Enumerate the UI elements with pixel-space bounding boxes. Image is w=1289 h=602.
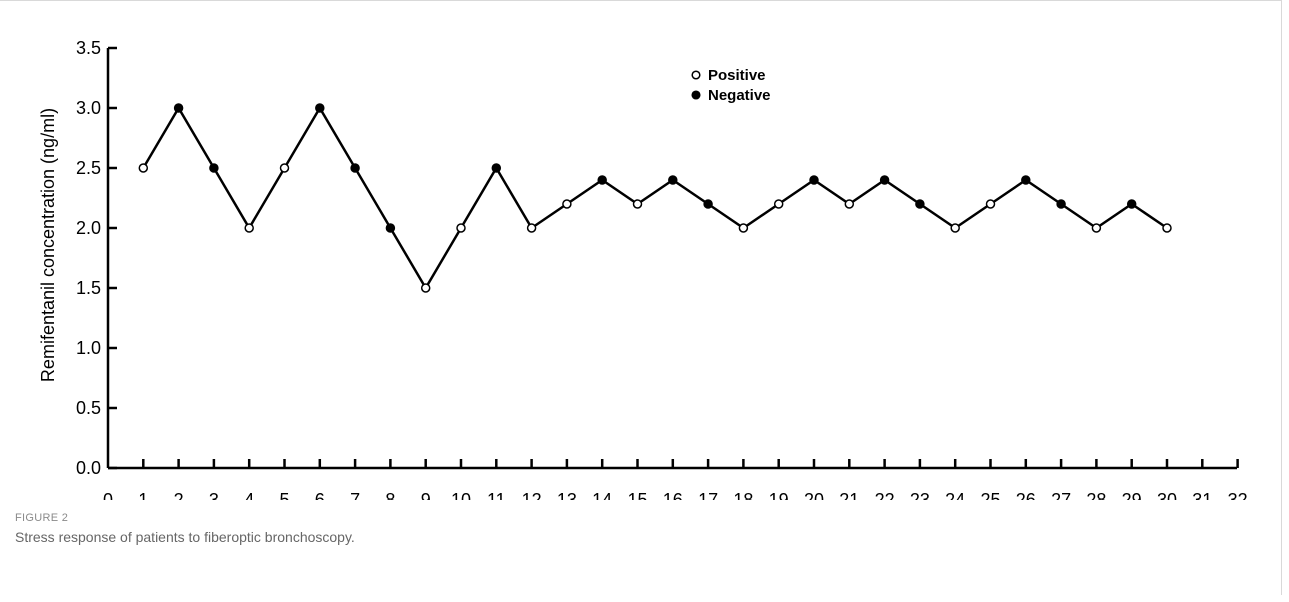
x-tick-label: 29: [1122, 490, 1142, 500]
x-tick-label: 13: [557, 490, 577, 500]
y-tick-label: 1.5: [76, 278, 101, 298]
legend-positive-label: Positive: [708, 67, 766, 84]
legend-negative-marker: [691, 90, 701, 100]
point-positive: [1162, 223, 1172, 233]
y-tick-label: 0.5: [76, 398, 101, 418]
x-tick-label: 32: [1228, 490, 1248, 500]
x-tick-label: 26: [1016, 490, 1036, 500]
legend-positive-marker: [691, 70, 701, 80]
point-positive: [456, 223, 466, 233]
point-negative: [668, 175, 678, 185]
point-positive: [562, 199, 572, 209]
legend-negative-label: Negative: [708, 87, 771, 104]
y-tick-label: 3.5: [76, 38, 101, 58]
x-tick-label: 16: [663, 490, 683, 500]
point-positive: [420, 283, 431, 293]
point-positive: [279, 163, 290, 173]
x-axis: 0 1 2 3 4 5 6 7 8 9 10 11 12 13 14 15 16 17 18 19 20 21 22 23 24…: [103, 459, 1248, 500]
point-positive: [526, 223, 537, 233]
x-tick-label: 14: [592, 490, 612, 500]
figure-caption: Stress response of patients to fiberopti…: [15, 529, 355, 545]
y-tick-label: 2.0: [76, 218, 101, 238]
point-negative: [491, 163, 502, 173]
point-negative: [703, 199, 713, 209]
x-tick-label: 17: [698, 490, 718, 500]
point-positive: [844, 199, 855, 209]
y-axis-title: Remifentanil concentration (ng/ml): [38, 108, 58, 382]
x-tick-label: 2: [174, 490, 184, 500]
x-tick-label: 19: [769, 490, 789, 500]
point-negative: [1126, 199, 1137, 209]
y-tick-label: 0.0: [76, 458, 101, 478]
y-tick-label: 2.5: [76, 158, 101, 178]
x-tick-label: 21: [839, 490, 859, 500]
point-positive: [985, 199, 996, 209]
x-tick-label: 12: [522, 490, 542, 500]
x-tick-label: 7: [350, 490, 360, 500]
y-axis: 0.0 0.5 1.0 1.5 2.0 2.5 3.0 3.5: [76, 38, 117, 478]
x-tick-label: 15: [627, 490, 647, 500]
point-positive: [632, 199, 643, 209]
point-negative: [385, 223, 396, 233]
point-negative: [1021, 175, 1031, 185]
point-positive: [1091, 223, 1102, 233]
x-tick-label: 3: [209, 490, 219, 500]
point-negative: [209, 163, 219, 173]
x-tick-label: 30: [1157, 490, 1177, 500]
line-chart: 0.00.51.01.52.02.53.03.5 0 1 2 3 4 5 6 7 8 9 10 11 1…: [38, 38, 1248, 500]
x-tick-label: 5: [279, 490, 289, 500]
point-negative: [173, 103, 184, 113]
point-negative: [809, 175, 819, 185]
x-tick-label: 11: [487, 490, 506, 500]
series-remifentanil: [138, 103, 1172, 293]
x-tick-label: 0: [103, 490, 113, 500]
x-tick-label: 8: [385, 490, 395, 500]
x-tick-label: 4: [244, 490, 254, 500]
point-negative: [1056, 199, 1066, 209]
x-tick-label: 10: [451, 490, 471, 500]
series-line: [142, 105, 1168, 291]
legend: Positive Negative: [691, 67, 771, 104]
x-tick-label: 22: [875, 490, 895, 500]
y-tick-label: 1.0: [76, 338, 101, 358]
point-positive: [950, 223, 960, 233]
point-negative: [315, 103, 325, 113]
x-tick-label: 20: [804, 490, 824, 500]
figure-label: FIGURE 2: [15, 512, 69, 524]
x-tick-label: 9: [421, 490, 431, 500]
x-tick-label: 27: [1051, 490, 1071, 500]
x-tick-label: 24: [945, 490, 965, 500]
point-positive: [244, 223, 254, 233]
point-negative: [597, 175, 607, 185]
x-tick-label: 18: [733, 490, 753, 500]
x-tick-label: 31: [1192, 490, 1212, 500]
x-tick-label: 25: [980, 490, 1000, 500]
point-negative: [879, 175, 890, 185]
y-tick-label: 3.0: [76, 98, 101, 118]
point-negative: [915, 199, 925, 209]
x-tick-label: 28: [1086, 490, 1106, 500]
x-tick-label: 6: [315, 490, 325, 500]
point-positive: [138, 163, 149, 173]
point-positive: [773, 199, 784, 209]
x-tick-label: 23: [910, 490, 930, 500]
point-negative: [350, 163, 360, 173]
x-tick-label: 1: [138, 490, 148, 500]
point-positive: [738, 223, 749, 233]
